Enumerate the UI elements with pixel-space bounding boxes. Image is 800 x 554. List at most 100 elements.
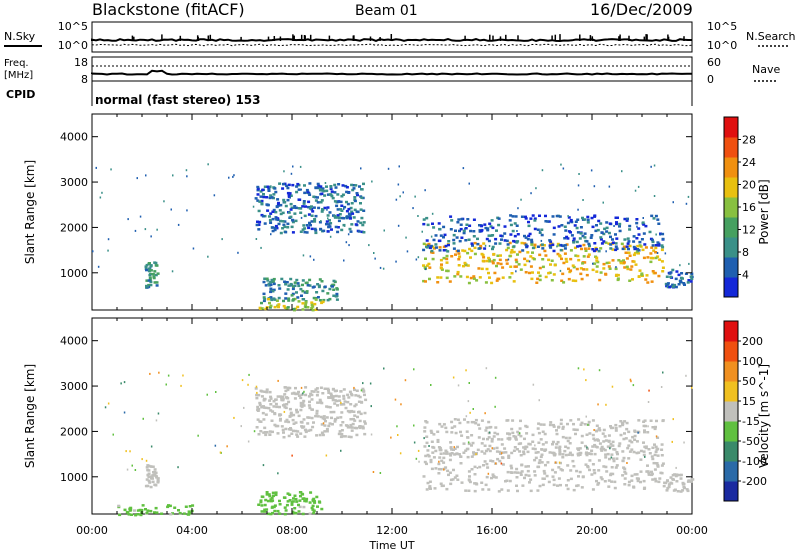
power-cell — [546, 220, 550, 223]
velocity-cell — [488, 444, 492, 448]
power-cell — [638, 269, 642, 272]
power-cell — [632, 260, 636, 263]
power-cell — [326, 206, 330, 209]
power-cell — [445, 261, 449, 264]
velocity-cell — [257, 408, 261, 411]
velocity-cell — [553, 453, 557, 456]
velocity-cell — [480, 450, 484, 453]
power-noise-cell — [415, 258, 418, 261]
power-cell — [336, 230, 340, 234]
power-cell — [268, 215, 271, 218]
power-cell — [509, 214, 513, 217]
velocity-cell — [559, 461, 562, 465]
power-cell — [431, 222, 434, 225]
velocity-cell — [564, 436, 568, 440]
velocity-noise-cell — [396, 425, 398, 428]
velocity-cell — [312, 390, 316, 393]
velocity-noise-cell — [475, 453, 477, 456]
power-cell — [511, 215, 515, 218]
velocity-cell — [362, 389, 366, 392]
velocity-cell — [318, 398, 322, 402]
velocity-cell — [325, 427, 329, 431]
velocity-cell — [551, 440, 555, 444]
power-noise-cell — [170, 208, 172, 211]
velocity-noise-cell — [585, 379, 587, 382]
velocity-cell — [127, 513, 131, 516]
power-noise-cell — [636, 225, 638, 228]
power-cell — [462, 229, 466, 233]
velocity-cell — [456, 418, 460, 421]
power-cell — [467, 238, 471, 241]
power-cell — [526, 251, 530, 254]
velocity-cell — [286, 492, 290, 495]
power-cell — [690, 272, 694, 275]
velocity-cell — [483, 460, 487, 463]
velocity-cell — [351, 422, 355, 426]
power-cell — [509, 251, 513, 254]
power-cell — [579, 226, 583, 229]
velocity-cell — [322, 415, 326, 418]
power-noise-cell — [255, 238, 258, 240]
power-cell — [302, 202, 306, 205]
power-cell — [533, 243, 537, 247]
power-cell — [503, 225, 507, 228]
velocity-cell — [464, 449, 468, 452]
power-cell — [156, 272, 160, 275]
power-noise-cell — [577, 208, 579, 211]
power-cell — [472, 218, 476, 221]
power-cell — [597, 249, 601, 253]
velocity-cell — [635, 440, 639, 443]
velocity-cell — [493, 431, 497, 435]
power-cell — [279, 231, 283, 235]
power-noise-cell — [186, 175, 188, 178]
power-cell — [353, 199, 357, 203]
power-cell — [496, 254, 500, 257]
power-cell — [332, 279, 336, 283]
power-cell — [583, 261, 587, 264]
velocity-colorbar-tick-label: 200 — [742, 335, 763, 348]
velocity-noise-cell — [404, 379, 407, 382]
velocity-cell — [642, 487, 646, 490]
velocity-cell — [361, 425, 365, 428]
power-cell — [627, 247, 630, 251]
power-cell — [265, 277, 269, 280]
velocity-cell — [320, 423, 324, 426]
power-cell — [327, 225, 331, 229]
power-cell — [435, 246, 438, 249]
power-cell — [437, 239, 441, 243]
power-cell — [523, 263, 527, 267]
power-cell — [573, 224, 577, 227]
velocity-cell — [117, 504, 121, 508]
power-cell — [637, 233, 641, 236]
velocity-cell — [282, 436, 286, 439]
power-cell — [491, 247, 494, 251]
power-cell — [487, 256, 491, 260]
power-cell — [296, 282, 300, 285]
velocity-cell — [568, 442, 572, 445]
power-cell — [654, 214, 658, 218]
velocity-cell — [650, 472, 654, 476]
velocity-cell — [358, 419, 362, 423]
power-cell — [278, 287, 282, 290]
power-cell — [304, 303, 308, 306]
velocity-cell — [500, 438, 504, 441]
velocity-cell — [560, 469, 564, 472]
power-noise-cell — [424, 189, 426, 192]
velocity-cell — [361, 427, 365, 430]
velocity-cell — [478, 427, 482, 430]
velocity-cell — [651, 446, 655, 449]
velocity-cell — [353, 426, 357, 430]
velocity-cell — [155, 476, 159, 479]
velocity-cell — [537, 422, 541, 425]
power-cell — [275, 205, 279, 208]
velocity-cell — [151, 465, 155, 468]
velocity-cell — [482, 437, 485, 441]
power-noise-cell — [292, 165, 294, 168]
velocity-cell — [294, 497, 298, 501]
velocity-cell — [539, 455, 543, 459]
velocity-cell — [348, 390, 352, 394]
power-cell — [464, 239, 468, 242]
velocity-cell — [425, 488, 429, 491]
velocity-cell — [615, 464, 619, 467]
power-cell — [331, 196, 335, 200]
